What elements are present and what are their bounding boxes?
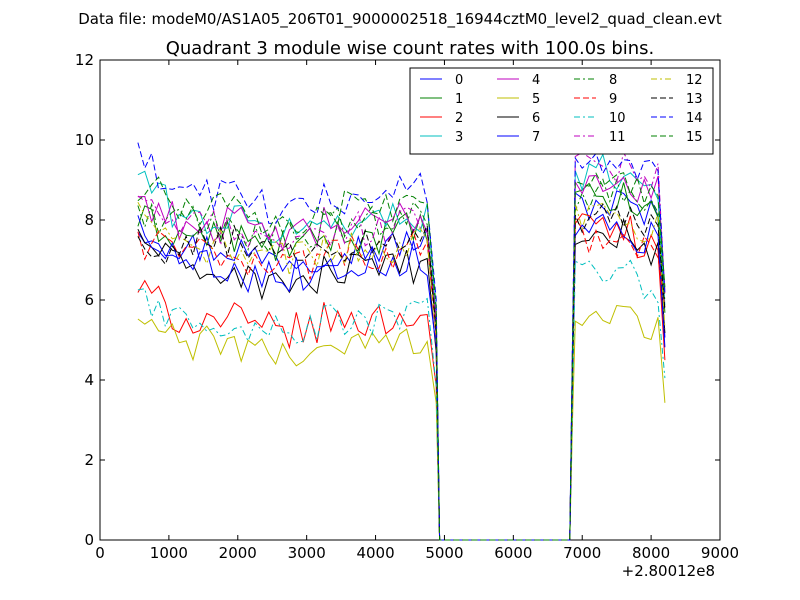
y-tick-label: 8 — [84, 211, 94, 229]
chart-title: Quadrant 3 module wise count rates with … — [166, 38, 655, 59]
series-line-8 — [137, 178, 666, 541]
x-tick-label: 1000 — [150, 544, 188, 562]
legend-box — [409, 67, 714, 155]
legend-label-2: 2 — [455, 111, 463, 126]
y-tick-label: 2 — [84, 451, 94, 469]
series-line-0 — [137, 190, 666, 541]
legend-label-15: 15 — [686, 130, 703, 145]
y-tick-label: 0 — [84, 531, 94, 549]
legend-label-3: 3 — [455, 130, 463, 145]
ticks-layer: 0 1000 2000 3000 4000 5000 6000 7000 8000 9000 0 2 4… — [75, 51, 739, 562]
series-line-15 — [137, 172, 666, 541]
x-tick-label: 7000 — [563, 544, 601, 562]
legend-label-9: 9 — [609, 92, 617, 107]
series-line-9 — [137, 216, 666, 541]
x-tick-label: 9000 — [701, 544, 739, 562]
x-tick-label: 4000 — [356, 544, 394, 562]
x-tick-label: 5000 — [425, 544, 463, 562]
y-tick-label: 12 — [75, 51, 94, 69]
legend-label-8: 8 — [609, 73, 617, 88]
x-tick-label: 2000 — [219, 544, 257, 562]
x-tick-label: 6000 — [494, 544, 532, 562]
series-line-5 — [137, 304, 666, 541]
y-tick-label: 4 — [84, 371, 94, 389]
legend-label-12: 12 — [686, 73, 703, 88]
y-tick-label: 6 — [84, 291, 94, 309]
series-line-2 — [137, 213, 666, 541]
chart-suptitle: Data file: modeM0/AS1A05_206T01_90000025… — [78, 10, 722, 29]
legend-label-0: 0 — [455, 73, 463, 88]
x-tick-label: 3000 — [288, 544, 326, 562]
legend-label-4: 4 — [532, 73, 540, 88]
series-line-11 — [137, 151, 666, 541]
series-line-3 — [137, 153, 666, 541]
legend-label-13: 13 — [686, 92, 703, 107]
legend-label-6: 6 — [532, 111, 540, 126]
x-tick-label: 8000 — [632, 544, 670, 562]
legend-label-7: 7 — [532, 130, 540, 145]
legend-label-11: 11 — [609, 130, 626, 145]
plot-area: 0 1000 2000 3000 4000 5000 6000 7000 8000 9000 0 2 4… — [75, 51, 739, 562]
legend-label-1: 1 — [455, 92, 463, 107]
series-line-10 — [137, 259, 666, 541]
legend-label-10: 10 — [609, 111, 626, 126]
x-offset-label: +2.80012e8 — [622, 562, 715, 580]
x-tick-label: 0 — [95, 544, 105, 562]
series-line-7 — [137, 213, 666, 541]
legend-label-14: 14 — [686, 111, 703, 126]
legend-label-5: 5 — [532, 92, 540, 107]
y-tick-label: 10 — [75, 131, 94, 149]
series-line-4 — [137, 174, 666, 541]
series-line-13 — [137, 203, 666, 541]
